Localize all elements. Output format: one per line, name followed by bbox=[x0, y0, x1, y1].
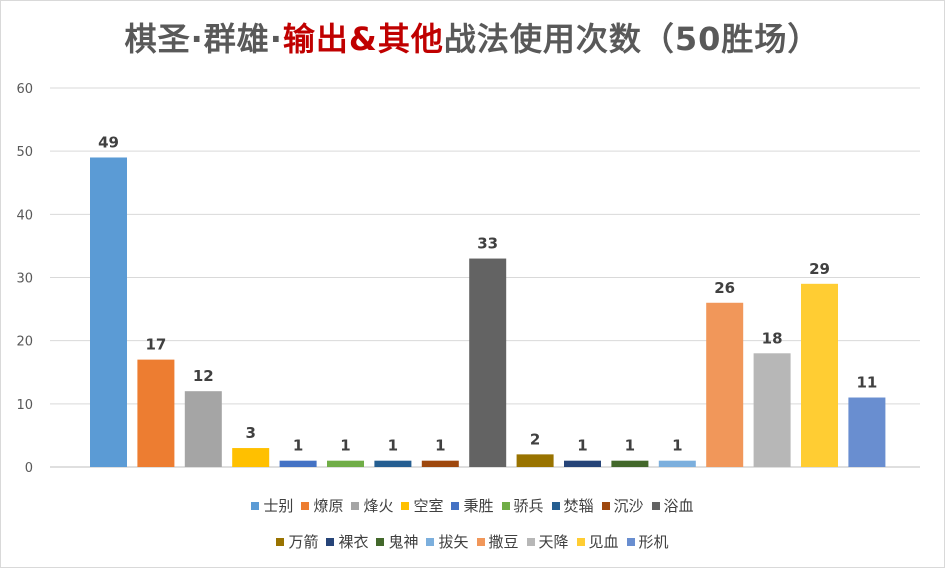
chart-title-part1: 棋圣·群雄· bbox=[124, 20, 283, 58]
legend-row-2: 万箭 裸衣 鬼神 拔矢 撒豆 天降 见血 形机 bbox=[0, 531, 945, 552]
legend-item: 拔矢 bbox=[426, 531, 469, 552]
legend-swatch bbox=[526, 537, 535, 546]
legend-label: 天降 bbox=[538, 533, 569, 551]
legend-label: 沉沙 bbox=[613, 497, 644, 515]
legend-label: 万箭 bbox=[288, 533, 319, 551]
data-label: 18 bbox=[762, 329, 783, 347]
chart-title-highlight: 输出&其他 bbox=[282, 20, 444, 58]
bar-骄兵 bbox=[327, 460, 364, 467]
y-tick-label: 30 bbox=[16, 272, 33, 287]
legend-row-1: 士别 燎原 烽火 空室 秉胜 骄兵 焚辎 沉沙 浴血 bbox=[0, 495, 945, 516]
legend-item: 秉胜 bbox=[451, 495, 494, 516]
y-tick-label: 10 bbox=[16, 398, 33, 413]
data-label: 2 bbox=[530, 430, 540, 448]
legend-label: 士别 bbox=[263, 497, 294, 515]
legend-item: 见血 bbox=[576, 531, 619, 552]
data-label: 1 bbox=[435, 437, 445, 455]
bar-空室 bbox=[232, 448, 270, 467]
legend-swatch bbox=[326, 537, 335, 546]
legend-item: 焚辎 bbox=[551, 495, 594, 516]
legend-swatch bbox=[251, 501, 260, 510]
legend-item: 沉沙 bbox=[601, 495, 644, 516]
legend-label: 骄兵 bbox=[513, 497, 544, 515]
legend-item: 士别 bbox=[251, 495, 293, 516]
bar-焚辎 bbox=[374, 460, 412, 467]
legend-swatch bbox=[426, 537, 435, 546]
bar-形机 bbox=[848, 397, 886, 467]
legend-item: 万箭 bbox=[276, 531, 318, 552]
legend-item: 骄兵 bbox=[501, 495, 544, 516]
legend-item: 撒豆 bbox=[476, 531, 519, 552]
bar-士别 bbox=[90, 157, 127, 467]
bar-烽火 bbox=[184, 391, 222, 467]
data-label: 17 bbox=[145, 336, 166, 354]
data-label: 1 bbox=[577, 437, 587, 455]
legend-swatch bbox=[601, 501, 610, 510]
legend-item: 燎原 bbox=[301, 495, 343, 516]
legend-swatch bbox=[276, 537, 285, 546]
data-label: 1 bbox=[340, 437, 350, 455]
legend-swatch bbox=[501, 501, 510, 510]
bar-万箭 bbox=[516, 454, 554, 467]
chart-title: 棋圣·群雄·输出&其他战法使用次数（50胜场） bbox=[0, 14, 945, 60]
bar-浴血 bbox=[469, 258, 507, 467]
y-tick-label: 50 bbox=[16, 145, 33, 160]
legend-label: 鬼神 bbox=[388, 533, 419, 551]
bar-天降 bbox=[753, 353, 791, 467]
legend-item: 烽火 bbox=[351, 495, 393, 516]
legend-label: 烽火 bbox=[363, 497, 394, 515]
legend-label: 撒豆 bbox=[488, 533, 519, 551]
data-label: 29 bbox=[809, 260, 830, 278]
data-label: 1 bbox=[672, 437, 682, 455]
y-tick-label: 0 bbox=[25, 461, 33, 476]
bar-裸衣 bbox=[564, 460, 601, 467]
legend-swatch bbox=[351, 501, 360, 510]
legend-label: 浴血 bbox=[663, 497, 694, 515]
data-label: 11 bbox=[856, 374, 877, 392]
legend-swatch bbox=[651, 501, 660, 510]
data-label: 3 bbox=[245, 424, 255, 442]
legend-item: 裸衣 bbox=[326, 531, 368, 552]
y-tick-label: 60 bbox=[16, 82, 33, 97]
legend-item: 形机 bbox=[626, 531, 669, 552]
legend-swatch bbox=[626, 537, 635, 546]
bar-秉胜 bbox=[279, 460, 317, 467]
data-label: 12 bbox=[193, 367, 214, 385]
bar-燎原 bbox=[137, 359, 175, 467]
bar-撒豆 bbox=[706, 302, 744, 467]
legend-item: 鬼神 bbox=[376, 531, 418, 552]
legend-swatch bbox=[551, 501, 560, 510]
data-label: 26 bbox=[714, 279, 735, 297]
legend-swatch bbox=[576, 537, 585, 546]
legend-swatch bbox=[451, 501, 460, 510]
legend-label: 裸衣 bbox=[338, 533, 369, 551]
legend-swatch bbox=[301, 501, 310, 510]
legend-label: 形机 bbox=[638, 533, 669, 551]
legend-label: 空室 bbox=[413, 497, 444, 515]
chart-title-part3: 战法使用次数（50胜场） bbox=[443, 20, 821, 58]
legend-swatch bbox=[476, 537, 485, 546]
data-label: 1 bbox=[625, 437, 635, 455]
y-tick-label: 20 bbox=[16, 335, 33, 350]
legend-swatch bbox=[376, 537, 385, 546]
bar-拔矢 bbox=[658, 460, 696, 467]
data-label: 1 bbox=[293, 437, 303, 455]
legend-label: 见血 bbox=[588, 533, 619, 551]
legend-label: 焚辎 bbox=[563, 497, 594, 515]
data-label: 1 bbox=[388, 437, 398, 455]
legend-item: 天降 bbox=[526, 531, 569, 552]
legend-swatch bbox=[401, 501, 410, 510]
legend-item: 空室 bbox=[401, 495, 443, 516]
data-label: 49 bbox=[98, 133, 119, 151]
legend-label: 秉胜 bbox=[463, 497, 494, 515]
legend-label: 燎原 bbox=[313, 497, 344, 515]
y-tick-label: 40 bbox=[16, 208, 33, 223]
bar-沉沙 bbox=[421, 460, 459, 467]
legend-label: 拔矢 bbox=[438, 533, 469, 551]
legend-item: 浴血 bbox=[651, 495, 694, 516]
bar-见血 bbox=[801, 283, 838, 467]
data-label: 33 bbox=[477, 235, 498, 253]
bar-鬼神 bbox=[611, 460, 649, 467]
